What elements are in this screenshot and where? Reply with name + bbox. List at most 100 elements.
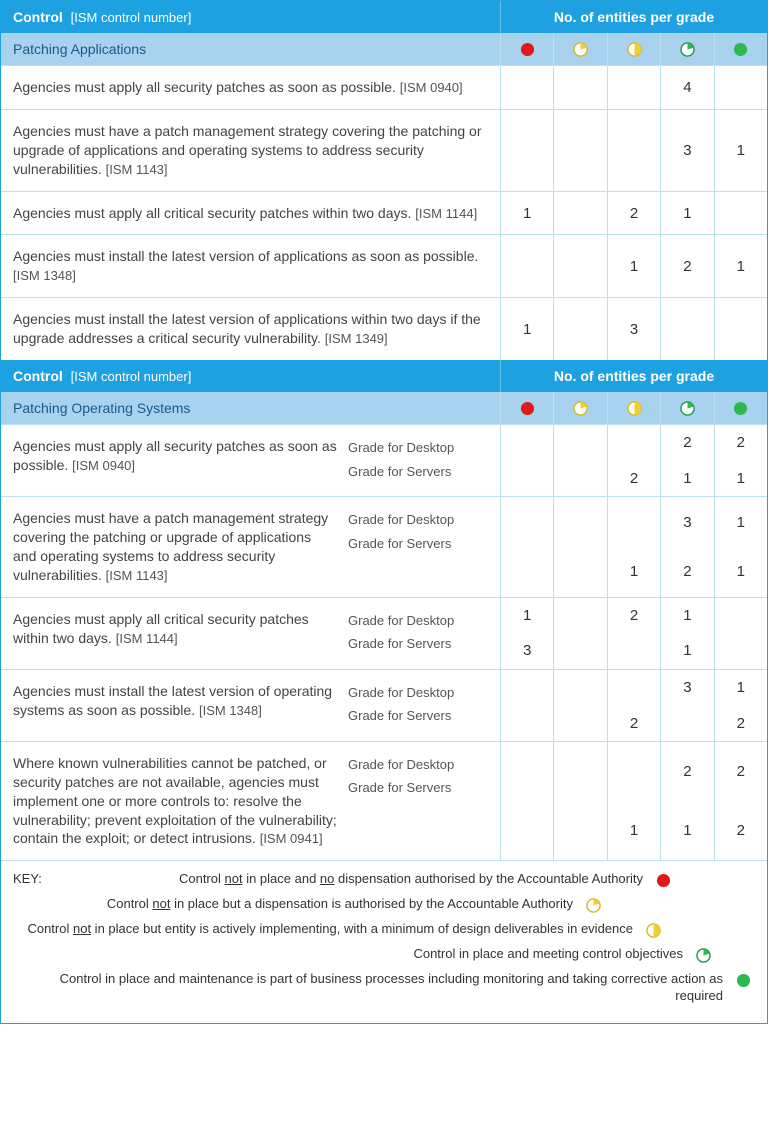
key-icon (693, 946, 713, 963)
table-row: Agencies must have a patch management st… (1, 109, 767, 191)
yellow-q1-icon (553, 392, 606, 424)
header-control-label: Control (13, 9, 63, 25)
ism-code: [ISM 1348] (13, 268, 76, 283)
table-row: Where known vulnerabilities cannot be pa… (1, 741, 767, 860)
grade-value: 2 (714, 425, 767, 461)
green-q3-icon (660, 33, 713, 65)
grade-value (501, 547, 553, 597)
grade-value (553, 461, 606, 497)
table-row: Agencies must apply all critical securit… (1, 191, 767, 235)
grade-value (660, 298, 713, 360)
ism-code: [ISM 0941] (260, 831, 323, 846)
subgrade-labels: Grade for Desktop Grade for Servers (348, 509, 488, 556)
key-text: Control in place and meeting control obj… (13, 946, 693, 963)
grade-value (714, 298, 767, 360)
grade-servers-label: Grade for Servers (348, 633, 488, 657)
grade-desktop-label: Grade for Desktop (348, 437, 488, 461)
table-row: Agencies must apply all critical securit… (1, 597, 767, 669)
ism-code: [ISM 0940] (72, 458, 135, 473)
key-icon (733, 971, 753, 988)
grade-value: 1 (607, 547, 660, 597)
key-section: KEY: Control not in place and no dispens… (1, 860, 767, 1023)
yellow-half-icon (607, 33, 660, 65)
grade-value (501, 801, 553, 860)
section-patching-applications: Patching Applications (1, 33, 767, 65)
grade-value: 3 (660, 670, 713, 706)
section-patching-os: Patching Operating Systems (1, 392, 767, 424)
grade-value: 1 (714, 235, 767, 297)
ism-code: [ISM 1143] (106, 568, 168, 583)
grade-value: 1 (660, 598, 713, 634)
ism-code: [ISM 1348] (199, 703, 262, 718)
grade-value: 2 (660, 425, 713, 461)
grade-value (607, 66, 660, 109)
grade-value (501, 66, 553, 109)
key-line: KEY: Control not in place and no dispens… (13, 871, 755, 888)
grade-value (501, 235, 553, 297)
grade-value: 3 (501, 633, 553, 669)
grade-value: 1 (501, 598, 553, 634)
key-label: KEY: (13, 871, 113, 886)
control-description: Agencies must have a patch management st… (1, 110, 501, 191)
grade-value (501, 425, 553, 461)
control-description: Agencies must install the latest version… (1, 298, 501, 360)
control-description: Agencies must apply all critical securit… (1, 192, 501, 235)
key-line: Control in place and maintenance is part… (13, 971, 755, 1005)
table-row: Agencies must have a patch management st… (1, 496, 767, 597)
grade-value (553, 801, 606, 860)
grade-value: 2 (660, 547, 713, 597)
grade-value: 2 (607, 598, 660, 634)
key-line: Control not in place but entity is activ… (13, 921, 755, 938)
grade-value (553, 598, 606, 634)
grade-value: 3 (660, 110, 713, 191)
grade-value: 1 (660, 633, 713, 669)
header-control-sub: [ISM control number] (71, 10, 192, 25)
table-row: Agencies must install the latest version… (1, 297, 767, 360)
grade-value: 2 (714, 801, 767, 860)
grade-value (553, 742, 606, 801)
section-title: Patching Applications (1, 33, 501, 65)
header-control-sub: [ISM control number] (71, 369, 192, 384)
grade-value (714, 192, 767, 235)
key-icon (643, 921, 663, 938)
grade-value (501, 705, 553, 741)
grade-value (501, 461, 553, 497)
grade-value: 2 (607, 705, 660, 741)
grade-value (714, 598, 767, 634)
grade-value: 1 (607, 801, 660, 860)
red-full-icon (501, 392, 553, 424)
control-description: Agencies must install the latest version… (1, 235, 501, 297)
ism-code: [ISM 1144] (415, 206, 477, 221)
ism-code: [ISM 1144] (116, 631, 178, 646)
table-row: Agencies must apply all security patches… (1, 65, 767, 109)
key-text: Control in place and maintenance is part… (13, 971, 733, 1005)
red-full-icon (501, 33, 553, 65)
grade-value: 2 (714, 705, 767, 741)
grade-value (553, 633, 606, 669)
key-line: Control in place and meeting control obj… (13, 946, 755, 963)
grade-value (553, 670, 606, 706)
green-full-icon (714, 33, 767, 65)
yellow-half-icon (607, 392, 660, 424)
grade-value: 1 (501, 298, 553, 360)
grade-value (553, 110, 606, 191)
key-line: Control not in place but a dispensation … (13, 896, 755, 913)
green-full-icon (714, 392, 767, 424)
section-title: Patching Operating Systems (1, 392, 501, 424)
table-row: Agencies must install the latest version… (1, 234, 767, 297)
grade-value (607, 425, 660, 461)
control-description: Agencies must apply all security patches… (13, 437, 348, 475)
grade-value (553, 235, 606, 297)
subgrade-labels: Grade for Desktop Grade for Servers (348, 437, 488, 484)
grade-value: 3 (607, 298, 660, 360)
grade-value: 2 (607, 192, 660, 235)
control-description: Agencies must apply all critical securit… (13, 610, 348, 648)
grade-value (553, 497, 606, 547)
grade-value: 3 (660, 497, 713, 547)
grade-value (607, 110, 660, 191)
grade-value (553, 298, 606, 360)
control-table: Control [ISM control number] No. of enti… (0, 0, 768, 1024)
grade-value: 1 (714, 461, 767, 497)
grade-value (553, 425, 606, 461)
control-description: Where known vulnerabilities cannot be pa… (13, 754, 348, 848)
